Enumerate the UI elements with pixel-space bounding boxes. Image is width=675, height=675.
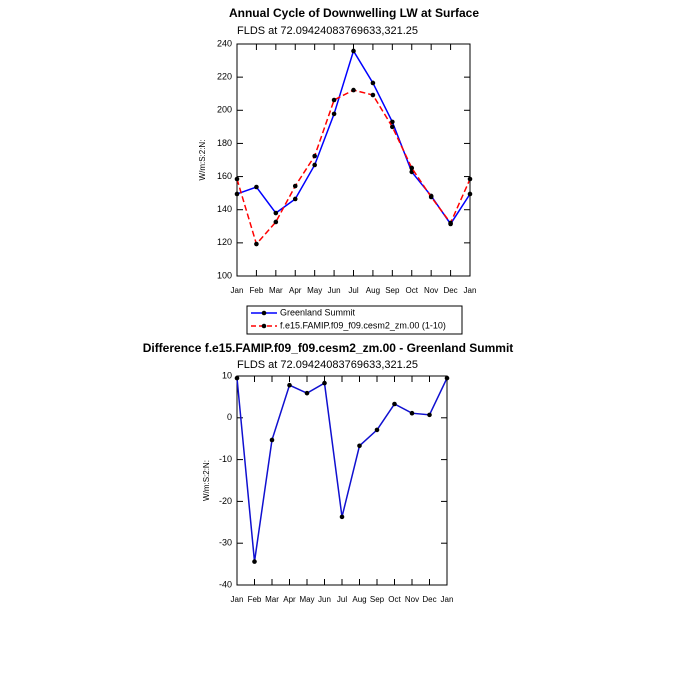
y-tick-label: 220 (217, 72, 232, 82)
x-tick-label: Jan (231, 286, 244, 295)
chart-subtitle: FLDS at 72.09424083769633,321.25 (237, 359, 418, 371)
data-point (254, 241, 259, 247)
data-point (390, 119, 395, 125)
x-tick-label: Apr (283, 595, 296, 604)
data-point (234, 375, 240, 381)
y-tick-label: 0 (227, 412, 232, 422)
data-point (312, 162, 317, 168)
data-line (236, 89, 471, 246)
x-tick-label: Dec (422, 595, 436, 604)
x-tick-label: Apr (289, 286, 302, 295)
y-tick-label: 120 (217, 237, 232, 247)
x-tick-label: Sep (370, 595, 385, 604)
x-tick-label: Mar (265, 595, 279, 604)
data-point (312, 153, 317, 159)
x-tick-label: Feb (248, 595, 262, 604)
data-point (331, 97, 337, 103)
data-point (409, 410, 415, 416)
legend-label: f.e15.FAMIP.f09_f09.cesm2_zm.00 (1-10) (280, 320, 446, 330)
data-point (331, 111, 337, 117)
data-line (236, 377, 448, 562)
data-point (392, 401, 397, 407)
y-tick-label: 160 (217, 171, 232, 181)
data-point (370, 80, 376, 86)
y-tick-label: 180 (217, 138, 232, 148)
legend-box (246, 305, 463, 335)
chart-subtitle: FLDS at 72.09424083769633,321.25 (237, 25, 418, 37)
x-tick-label: Jan (231, 595, 244, 604)
data-point (339, 514, 345, 520)
data-point (467, 176, 473, 182)
x-tick-label: Oct (388, 595, 401, 604)
data-point (252, 559, 257, 564)
x-tick-label: Jan (464, 286, 477, 295)
data-point (427, 412, 432, 418)
data-point (234, 176, 240, 182)
data-point (273, 210, 279, 216)
x-tick-label: Jun (328, 286, 341, 295)
data-point (390, 124, 395, 130)
data-point (304, 390, 310, 396)
y-tick-label: -40 (219, 579, 232, 589)
y-tick-label: -30 (219, 538, 232, 548)
data-point (273, 219, 279, 225)
data-point (428, 194, 434, 200)
x-tick-label: Jun (318, 595, 331, 604)
x-tick-label: Jul (337, 595, 347, 604)
x-tick-label: Nov (424, 286, 438, 295)
plot-frame (236, 375, 448, 586)
y-tick-label: 200 (217, 105, 232, 115)
data-point (467, 191, 473, 197)
data-point (292, 183, 298, 189)
x-tick-label: Aug (352, 595, 366, 604)
plot-frame (236, 43, 471, 277)
x-tick-label: Dec (443, 286, 457, 295)
data-point (351, 87, 356, 93)
data-point (234, 191, 240, 197)
data-point (322, 380, 327, 386)
legend-marker (261, 310, 267, 316)
y-tick-label: 10 (222, 370, 232, 380)
data-point (409, 165, 415, 171)
y-tick-label: -20 (219, 496, 232, 506)
data-point (448, 220, 453, 226)
x-tick-label: Mar (269, 286, 283, 295)
y-axis-label: W/m:S:2:N: (198, 140, 207, 181)
x-tick-label: Jan (441, 595, 454, 604)
x-tick-label: Nov (405, 595, 419, 604)
y-axis-label: W/m:S:2:N: (202, 460, 211, 501)
data-point (444, 375, 450, 381)
legend-label: Greenland Summit (280, 307, 356, 317)
y-tick-label: 140 (217, 204, 232, 214)
y-tick-label: 240 (217, 38, 232, 48)
data-point (254, 184, 259, 190)
y-tick-label: 100 (217, 270, 232, 280)
y-tick-label: -10 (219, 454, 232, 464)
x-tick-label: Feb (250, 286, 264, 295)
x-tick-label: Oct (406, 286, 419, 295)
data-point (370, 92, 376, 98)
data-point (357, 443, 362, 449)
data-point (287, 382, 292, 388)
data-point (374, 427, 380, 433)
legend-marker (261, 323, 267, 329)
x-tick-label: Aug (366, 286, 380, 295)
x-tick-label: May (307, 286, 322, 295)
x-tick-label: Jul (348, 286, 358, 295)
data-point (269, 437, 275, 443)
chart-title: Annual Cycle of Downwelling LW at Surfac… (229, 6, 479, 20)
data-point (292, 196, 298, 202)
x-tick-label: Sep (385, 286, 400, 295)
x-tick-label: May (299, 595, 314, 604)
data-line (236, 49, 471, 226)
chart-title: Difference f.e15.FAMIP.f09_f09.cesm2_zm.… (143, 341, 514, 355)
data-point (351, 48, 356, 54)
